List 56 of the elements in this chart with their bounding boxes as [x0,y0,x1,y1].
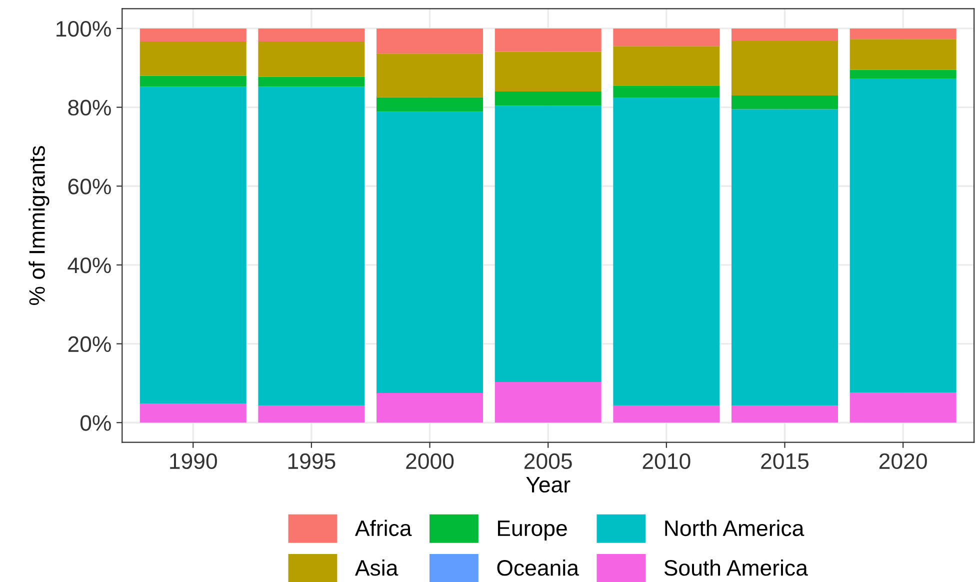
bar [494,92,602,106]
legend-label: South America [664,559,808,576]
x-axis-title: Year [526,477,570,493]
bar [613,406,720,423]
bar [140,404,246,423]
bar [258,406,365,423]
bar [376,54,484,98]
bar [140,28,246,42]
bar [850,70,956,79]
bar [732,109,838,406]
bar [140,41,246,76]
bar [613,86,720,98]
legend-label: Africa [354,520,412,536]
x-tick-label: 2020 [879,453,927,470]
legend-label: Oceania [497,559,579,576]
legend-label: North America [665,520,804,536]
bar [258,28,365,42]
x-tick-label: 1995 [288,453,336,470]
bar [494,382,602,423]
bar [850,28,956,40]
bar [258,76,365,87]
y-axis-title: % of Immigrants [28,146,50,305]
bar [494,106,602,382]
bar [613,98,720,406]
bar [850,392,956,423]
bar [494,52,602,92]
bar [613,46,720,86]
bar [732,28,838,42]
x-tick-label: 2010 [642,453,690,470]
y-tick-label: 20% [68,336,111,352]
bar [613,28,720,46]
y-tick-label: 80% [68,100,111,116]
bar [850,39,956,70]
bar [258,41,365,77]
bar [850,78,956,393]
bar [494,28,602,52]
x-tick-label: 1990 [170,453,217,470]
y-tick-label: 100% [56,20,111,37]
bar [376,28,484,54]
y-tick-label: 60% [68,178,111,194]
legend-label: Asia [354,559,398,576]
bar [140,86,246,404]
bar [376,97,484,112]
x-tick-label: 2015 [761,453,809,470]
x-tick-label: 2005 [524,453,572,470]
bar [732,95,838,110]
legend-label: Europe [498,520,567,541]
bar [732,406,838,423]
bar [732,41,838,96]
bar [258,86,365,406]
y-tick-label: 0% [80,415,111,431]
bar [376,112,484,394]
bar [140,76,246,87]
bar [376,393,484,423]
x-tick-label: 2000 [406,453,454,470]
y-tick-label: 40% [68,257,111,274]
